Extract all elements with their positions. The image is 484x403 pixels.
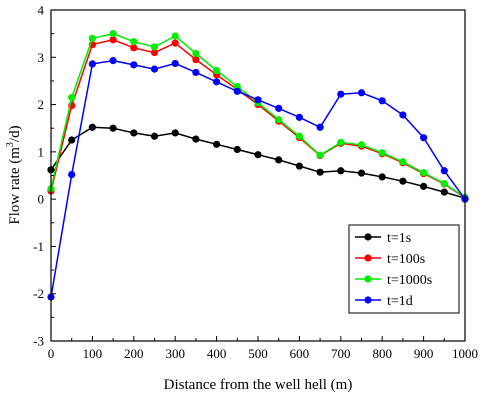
data-point-t-1000s [440,179,448,188]
data-point-t-1s [88,123,96,131]
data-point-t-1s [357,169,366,177]
data-point-t-1s [213,140,221,148]
data-point-t-1s [254,151,262,159]
x-tick-label: 1000 [452,346,478,361]
legend-label-t-100s: t=100s [387,252,425,267]
y-tick-label: 2 [38,97,45,112]
data-point-t-1s [399,177,407,185]
data-point-t-1d [109,56,117,65]
data-point-t-1s [420,182,428,190]
data-point-t-1000s [130,38,138,46]
data-point-t-1000s [399,158,407,166]
data-point-t-1s [295,162,303,170]
y-axis-title-main: Flow rate (m [7,147,23,225]
data-point-t-1000s [150,43,159,51]
data-point-t-1s [150,132,159,140]
data-point-t-1d [337,90,345,98]
data-point-t-1d [254,96,262,104]
data-point-t-1d [316,123,324,131]
x-tick-label: 200 [124,346,144,361]
data-point-t-1000s [357,141,366,149]
legend: t=1s t=100s t=1000s t=1d [348,224,460,314]
legend-label-t-1000s: t=1000s [387,273,432,288]
data-point-t-1s [378,173,386,181]
x-tick-label: 800 [372,346,392,361]
data-point-t-1000s [275,116,283,124]
data-point-t-1000s [109,30,117,38]
data-point-t-1s [171,129,179,137]
data-point-t-1s [68,136,76,144]
data-point-t-1000s [295,132,303,140]
data-point-t-1000s [316,151,324,159]
y-tick-label: 3 [38,50,45,65]
x-tick-label: 300 [165,346,185,361]
y-axis-title-end: /d) [7,125,23,142]
data-point-t-1s [130,129,138,137]
data-point-t-1000s [337,138,345,146]
data-point-t-1s [192,135,200,143]
axis-ticks: 0 100 200 300 400 500 600 700 800 900 1000 -3 -2 -1 0 1… [33,3,478,362]
data-point-t-1d [68,170,76,179]
data-point-t-100s [171,39,179,47]
data-point-t-100s [130,44,138,52]
data-point-t-1d [420,134,428,142]
data-point-t-1s [337,167,345,175]
data-point-t-1000s [213,66,221,75]
legend-marker-t-1s [364,233,372,241]
data-point-t-1d [150,65,159,73]
data-point-t-1s [316,168,324,176]
data-point-t-1d [295,113,303,121]
x-tick-label: 400 [207,346,227,361]
y-axis-title: Flow rate (m3/d) [5,125,23,224]
data-point-t-1d [192,68,200,77]
data-point-t-100s [150,48,159,57]
y-tick-label: -1 [33,239,44,254]
y-tick-label: 4 [38,3,45,18]
data-point-t-1000s [171,32,179,40]
data-point-t-1d [233,87,241,95]
legend-label-t-1d: t=1d [387,294,413,309]
data-point-t-1000s [420,169,428,177]
y-tick-label: 1 [38,144,45,159]
data-point-t-1000s [68,93,76,102]
data-point-t-100s [192,56,200,64]
data-point-t-1000s [192,49,200,58]
data-point-t-1d [378,97,386,105]
data-point-t-100s [109,36,117,44]
plot-area [47,30,469,301]
y-axis-title-sup: 3 [5,142,16,147]
data-point-t-1s [275,156,283,164]
x-tick-label: 900 [414,346,434,361]
x-tick-label: 0 [48,346,55,361]
data-point-t-1d [275,104,283,112]
data-point-t-1d [213,78,221,86]
x-tick-label: 700 [331,346,351,361]
y-tick-label: 0 [38,192,45,207]
data-point-t-1000s [378,149,386,157]
x-axis-title: Distance from the well hell (m) [164,377,353,393]
legend-entries: t=1s t=100s t=1000s t=1d [355,231,432,309]
data-point-t-1d [130,61,138,69]
x-tick-label: 500 [248,346,268,361]
data-point-t-1000s [88,34,96,42]
legend-marker-t-1000s [364,275,372,283]
legend-label-t-1s: t=1s [387,231,411,246]
legend-marker-t-1d [364,296,372,304]
data-point-t-1d [440,167,448,175]
data-point-t-1s [109,124,117,132]
legend-marker-t-100s [364,254,372,262]
data-point-t-1d [171,59,179,68]
data-point-t-1d [88,60,96,68]
y-tick-label: -3 [33,334,44,349]
data-point-t-1s [233,145,241,154]
data-point-t-1d [357,89,366,97]
data-point-t-1s [440,188,448,196]
data-point-t-1d [399,111,407,119]
x-tick-label: 600 [290,346,310,361]
y-tick-label: -2 [33,286,44,301]
x-tick-label: 100 [83,346,103,361]
